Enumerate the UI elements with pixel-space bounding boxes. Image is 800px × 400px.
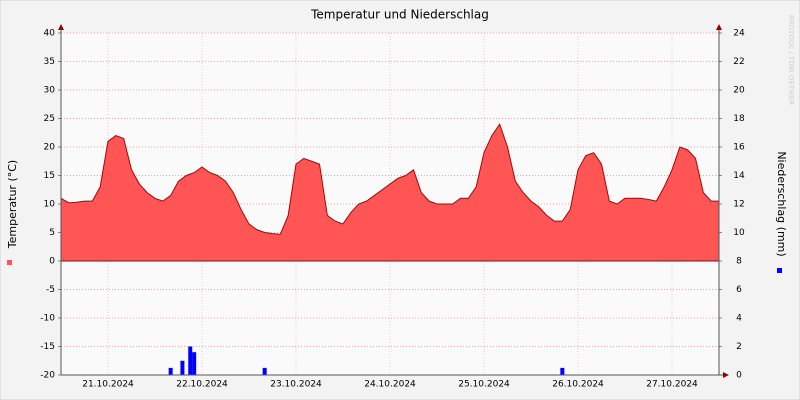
y-tick-label: 35 (44, 57, 55, 67)
x-tick-label: 21.10.2024 (82, 380, 134, 390)
y-tick-label: -15 (40, 342, 55, 352)
arrow (58, 24, 64, 30)
x-tick-label: 26.10.2024 (552, 380, 604, 390)
y2-tick-label: 14 (733, 171, 745, 181)
y-tick-label: 15 (44, 171, 55, 181)
x-tick-label: 27.10.2024 (646, 380, 698, 390)
temperature-area (61, 124, 719, 261)
y-tick-label: 5 (49, 228, 55, 238)
y2-tick-label: 12 (733, 200, 744, 210)
y-tick-label: 30 (44, 86, 56, 96)
y-axis-label: Temperatur (°C) (6, 160, 19, 249)
legend-marker (777, 268, 782, 273)
precip-bar (192, 352, 197, 375)
y-tick-label: -5 (46, 285, 55, 295)
y-tick-label: 25 (44, 114, 55, 124)
precip-bar (262, 367, 267, 375)
y2-tick-label: 6 (736, 285, 742, 295)
y2-tick-label: 24 (733, 29, 745, 39)
y-tick-label: -10 (40, 314, 55, 324)
y2-tick-label: 22 (733, 57, 744, 67)
precip-bar (188, 346, 193, 375)
x-tick-label: 22.10.2024 (176, 380, 228, 390)
y2-axis-label: Niederschlag (mm) (775, 151, 788, 256)
y-tick-label: 40 (44, 29, 56, 39)
y2-tick-label: 4 (736, 314, 742, 324)
precip-bar (560, 367, 565, 375)
y2-tick-label: 2 (736, 342, 742, 352)
arrow (723, 372, 729, 378)
precip-bar (180, 360, 185, 375)
y-tick-label: 10 (44, 200, 56, 210)
x-tick-label: 24.10.2024 (364, 380, 416, 390)
arrow (716, 24, 722, 30)
y2-tick-label: 8 (736, 257, 742, 267)
chart-title: Temperatur und Niederschlag (310, 8, 489, 22)
watermark: RRDTOOL / TOBI OETIKER (787, 15, 795, 105)
y-tick-label: 20 (44, 143, 56, 153)
y-tick-label: 0 (49, 257, 55, 267)
y2-tick-label: 16 (733, 143, 745, 153)
y-tick-label: -20 (40, 371, 55, 381)
x-tick-label: 25.10.2024 (458, 380, 510, 390)
precip-bar (168, 367, 173, 375)
temperature-line (60, 123, 719, 235)
y2-tick-label: 10 (733, 228, 745, 238)
x-tick-label: 23.10.2024 (270, 380, 322, 390)
legend-marker (7, 260, 12, 265)
y2-tick-label: 20 (733, 86, 745, 96)
y2-tick-label: 18 (733, 114, 745, 124)
y2-tick-label: 0 (736, 371, 742, 381)
